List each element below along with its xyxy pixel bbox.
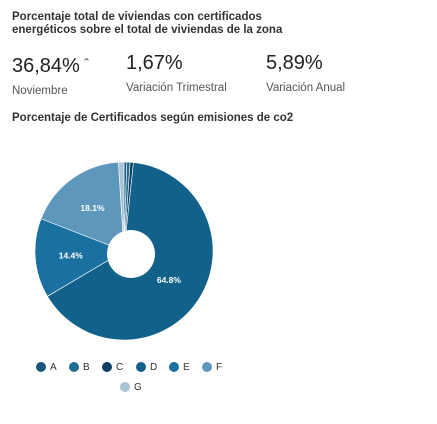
legend-label: F xyxy=(216,361,223,373)
stat-annual-variation: 5,89% Variación Anual xyxy=(266,51,345,95)
trend-up-icon: ⌃ xyxy=(81,57,92,69)
legend-item-a[interactable]: A xyxy=(36,360,57,374)
stat-label: Noviembre xyxy=(12,85,68,97)
legend-label: D xyxy=(150,361,158,373)
legend-item-e[interactable]: E xyxy=(169,360,190,374)
legend-dot-icon xyxy=(202,362,212,372)
pie-center-hole xyxy=(107,230,155,278)
legend-dot-icon xyxy=(69,362,79,372)
data-label-f: 18.1% xyxy=(80,203,105,213)
data-label-e: 14.4% xyxy=(59,250,84,260)
pie-slice-e[interactable] xyxy=(34,218,125,297)
legend-label: E xyxy=(183,361,190,373)
stat-value: 1,67% xyxy=(126,52,183,74)
legend-item-b[interactable]: B xyxy=(69,360,90,374)
panel-title: Porcentaje total de viviendas con certif… xyxy=(12,11,283,36)
pie-slice-g[interactable] xyxy=(118,161,125,252)
legend-item-c[interactable]: C xyxy=(102,360,123,374)
stat-november: 36,84% ⌃ Noviembre xyxy=(12,51,91,98)
legend-label: B xyxy=(83,361,90,373)
stat-quarterly-variation: 1,67% Variación Trimestral xyxy=(126,51,227,95)
legend-item-f[interactable]: F xyxy=(202,360,222,374)
legend-dot-icon xyxy=(169,362,179,372)
legend-label: A xyxy=(50,361,57,373)
chart-title: Porcentaje de Certificados según emision… xyxy=(12,112,294,124)
legend-dot-icon xyxy=(136,362,146,372)
data-label-d: 64.8% xyxy=(157,275,182,285)
stat-label: Variación Anual xyxy=(266,82,346,94)
legend-dot-icon xyxy=(36,362,46,372)
stat-label: Variación Trimestral xyxy=(126,82,227,94)
legend-dot-icon xyxy=(120,382,130,392)
chart-legend: A B C D E F G xyxy=(0,360,437,404)
legend-label: G xyxy=(134,381,142,393)
pie-slice-f[interactable] xyxy=(40,161,125,252)
stat-value: 36,84% xyxy=(12,55,80,77)
legend-item-d[interactable]: D xyxy=(136,360,157,374)
legend-dot-icon xyxy=(102,362,112,372)
stat-value: 5,89% xyxy=(266,52,323,74)
legend-item-g[interactable]: G xyxy=(120,380,142,394)
legend-label: C xyxy=(116,361,124,373)
